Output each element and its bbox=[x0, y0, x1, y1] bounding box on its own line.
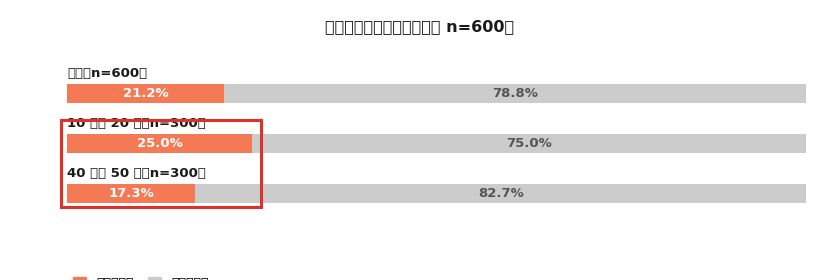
Legend: 経験がある, 経験はない: 経験がある, 経験はない bbox=[73, 277, 208, 280]
Bar bbox=[67, 184, 195, 203]
Bar bbox=[67, 134, 252, 153]
Text: 全体（n=600）: 全体（n=600） bbox=[67, 67, 147, 80]
Text: 40 代～ 50 代（n=300）: 40 代～ 50 代（n=300） bbox=[67, 167, 206, 180]
Bar bbox=[195, 184, 806, 203]
Bar bbox=[224, 84, 806, 103]
Text: 75.0%: 75.0% bbox=[507, 137, 552, 150]
Text: 10 代～ 20 代（n=300）: 10 代～ 20 代（n=300） bbox=[67, 117, 206, 130]
Bar bbox=[67, 84, 224, 103]
Text: 82.7%: 82.7% bbox=[478, 187, 523, 200]
Text: 78.8%: 78.8% bbox=[492, 87, 538, 100]
Bar bbox=[252, 134, 806, 153]
Text: 21.2%: 21.2% bbox=[123, 87, 168, 100]
Text: 不登校の経験（単数回答／ n=600）: 不登校の経験（単数回答／ n=600） bbox=[325, 20, 515, 35]
Text: 25.0%: 25.0% bbox=[137, 137, 182, 150]
Text: 17.3%: 17.3% bbox=[108, 187, 154, 200]
